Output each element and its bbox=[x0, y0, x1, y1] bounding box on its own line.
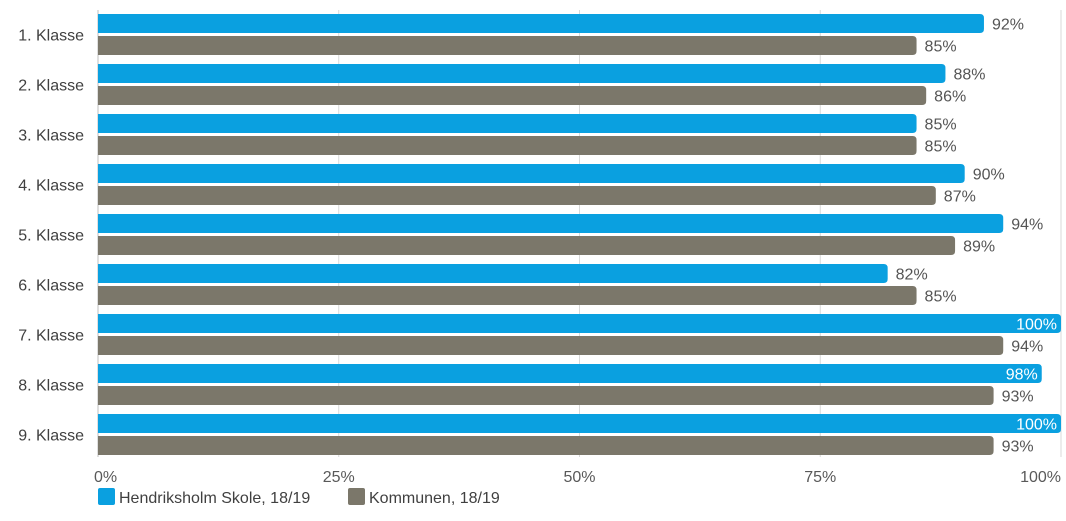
bar bbox=[98, 336, 1004, 355]
data-label: 87% bbox=[944, 189, 976, 206]
bar bbox=[98, 14, 984, 33]
bar bbox=[98, 136, 917, 155]
category-label: 5. Klasse bbox=[18, 228, 84, 245]
data-label: 98% bbox=[1006, 367, 1038, 384]
legend-swatch bbox=[348, 488, 365, 505]
bar bbox=[98, 314, 1061, 333]
bar bbox=[98, 386, 994, 405]
data-label: 100% bbox=[1016, 417, 1057, 434]
category-label: 2. Klasse bbox=[18, 78, 84, 95]
bar bbox=[98, 414, 1061, 433]
x-tick-label: 50% bbox=[563, 469, 595, 486]
bar bbox=[98, 286, 917, 305]
legend-label: Hendriksholm Skole, 18/19 bbox=[119, 490, 310, 507]
data-label: 90% bbox=[973, 167, 1005, 184]
x-tick-label: 100% bbox=[1020, 469, 1061, 486]
x-tick-label: 0% bbox=[94, 469, 117, 486]
data-label: 93% bbox=[1002, 439, 1034, 456]
data-label: 85% bbox=[925, 289, 957, 306]
data-label: 92% bbox=[992, 17, 1024, 34]
data-label: 89% bbox=[963, 239, 995, 256]
bar bbox=[98, 214, 1004, 233]
bar bbox=[98, 264, 888, 283]
data-label: 100% bbox=[1016, 317, 1057, 334]
category-label: 9. Klasse bbox=[18, 428, 84, 445]
bar bbox=[98, 364, 1042, 383]
legend-label: Kommunen, 18/19 bbox=[369, 490, 500, 507]
bar bbox=[98, 186, 936, 205]
data-label: 85% bbox=[925, 39, 957, 56]
data-label: 93% bbox=[1002, 389, 1034, 406]
category-label: 7. Klasse bbox=[18, 328, 84, 345]
legend-swatch bbox=[98, 488, 115, 505]
bar bbox=[98, 436, 994, 455]
category-label: 1. Klasse bbox=[18, 28, 84, 45]
x-tick-label: 75% bbox=[804, 469, 836, 486]
data-label: 94% bbox=[1011, 339, 1043, 356]
x-tick-label: 25% bbox=[323, 469, 355, 486]
data-label: 94% bbox=[1011, 217, 1043, 234]
data-label: 85% bbox=[925, 117, 957, 134]
data-label: 82% bbox=[896, 267, 928, 284]
bar bbox=[98, 236, 956, 255]
category-label: 3. Klasse bbox=[18, 128, 84, 145]
category-label: 8. Klasse bbox=[18, 378, 84, 395]
data-label: 85% bbox=[925, 139, 957, 156]
data-label: 86% bbox=[934, 89, 966, 106]
bar bbox=[98, 36, 917, 55]
bar bbox=[98, 64, 946, 83]
bar bbox=[98, 114, 917, 133]
category-label: 6. Klasse bbox=[18, 278, 84, 295]
bar bbox=[98, 86, 927, 105]
category-label: 4. Klasse bbox=[18, 178, 84, 195]
bar bbox=[98, 164, 965, 183]
data-label: 88% bbox=[953, 67, 985, 84]
